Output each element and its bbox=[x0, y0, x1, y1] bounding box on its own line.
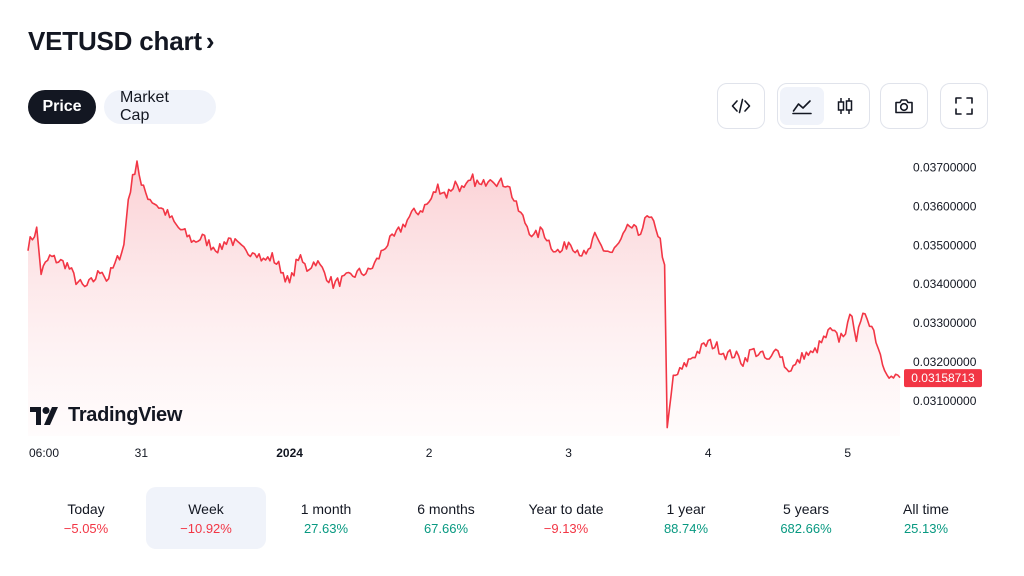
period-label: Year to date bbox=[528, 500, 604, 517]
tab-price[interactable]: Price bbox=[28, 90, 96, 124]
price-area-fill bbox=[28, 161, 900, 436]
snapshot-button[interactable] bbox=[880, 83, 928, 129]
x-tick-label: 2 bbox=[426, 446, 433, 460]
chart-title-link[interactable]: VETUSD chart › bbox=[28, 26, 215, 57]
y-tick-label: 0.03300000 bbox=[913, 316, 977, 330]
current-price-label: 0.03158713 bbox=[911, 371, 975, 385]
period-label: Week bbox=[188, 500, 224, 517]
chevron-right-icon: › bbox=[205, 26, 215, 56]
period-label: All time bbox=[903, 500, 949, 517]
fullscreen-button[interactable] bbox=[940, 83, 988, 129]
period-change: 682.66% bbox=[780, 520, 832, 536]
y-tick-label: 0.03500000 bbox=[913, 238, 977, 252]
period-week[interactable]: Week −10.92% bbox=[146, 487, 266, 549]
tab-market-cap[interactable]: Market Cap bbox=[104, 89, 216, 124]
area-chart-icon bbox=[791, 100, 812, 115]
period-change: 67.66% bbox=[423, 520, 469, 536]
candlestick-icon bbox=[838, 98, 853, 114]
code-icon bbox=[731, 98, 751, 114]
tradingview-logo[interactable]: TradingView bbox=[30, 404, 182, 427]
area-style-button[interactable] bbox=[780, 87, 824, 125]
x-tick-label: 06:00 bbox=[29, 446, 59, 460]
x-tick-label: 2024 bbox=[276, 446, 303, 460]
tradingview-logo-text: TradingView bbox=[68, 404, 183, 426]
x-tick-label: 5 bbox=[844, 446, 851, 460]
x-axis: 06:00 31 2024 2 3 4 5 bbox=[29, 446, 851, 460]
current-price-marker: 0.03158713 bbox=[904, 369, 982, 388]
embed-button[interactable] bbox=[717, 83, 765, 129]
x-tick-label: 31 bbox=[135, 446, 149, 460]
period-label: 6 months bbox=[417, 500, 475, 517]
page-title: VETUSD chart bbox=[28, 26, 202, 56]
price-chart[interactable]: 0.03700000 0.03600000 0.03500000 0.03400000… bbox=[0, 140, 1024, 470]
camera-icon bbox=[895, 99, 913, 114]
y-tick-label: 0.03200000 bbox=[913, 355, 977, 369]
period-5-years[interactable]: 5 years 682.66% bbox=[746, 487, 866, 549]
price-line bbox=[27, 160, 901, 429]
period-change: 27.63% bbox=[303, 520, 349, 536]
x-tick-label: 4 bbox=[705, 446, 712, 460]
x-tick-label: 3 bbox=[565, 446, 572, 460]
period-selector: Today −5.05% Week −10.92% 1 month 27.63% 6 mon… bbox=[26, 487, 986, 549]
period-change: −9.13% bbox=[543, 520, 589, 536]
period-all-time[interactable]: All time 25.13% bbox=[866, 487, 986, 549]
period-change: 25.13% bbox=[903, 520, 949, 536]
candle-style-button[interactable] bbox=[824, 87, 868, 125]
period-1-month[interactable]: 1 month 27.63% bbox=[266, 487, 386, 549]
y-tick-label: 0.03600000 bbox=[913, 199, 977, 213]
current-price-label-bg bbox=[904, 369, 982, 388]
fullscreen-icon bbox=[955, 97, 973, 115]
period-change: −5.05% bbox=[63, 520, 109, 536]
y-tick-label: 0.03100000 bbox=[913, 394, 977, 408]
period-1-year[interactable]: 1 year 88.74% bbox=[626, 487, 746, 549]
period-label: 5 years bbox=[783, 500, 829, 517]
tradingview-logo-icon bbox=[30, 406, 58, 425]
period-6-months[interactable]: 6 months 67.66% bbox=[386, 487, 506, 549]
period-label: 1 year bbox=[666, 500, 706, 517]
chart-style-group bbox=[777, 83, 870, 129]
y-axis: 0.03700000 0.03600000 0.03500000 0.03400000… bbox=[913, 160, 977, 408]
period-year-to-date[interactable]: Year to date −9.13% bbox=[506, 487, 626, 549]
period-change: −10.92% bbox=[180, 520, 232, 536]
period-today[interactable]: Today −5.05% bbox=[26, 487, 146, 549]
period-label: Today bbox=[67, 500, 105, 517]
y-tick-label: 0.03400000 bbox=[913, 277, 977, 291]
period-change: 88.74% bbox=[663, 520, 709, 536]
period-label: 1 month bbox=[300, 500, 352, 517]
y-tick-label: 0.03700000 bbox=[913, 160, 977, 174]
